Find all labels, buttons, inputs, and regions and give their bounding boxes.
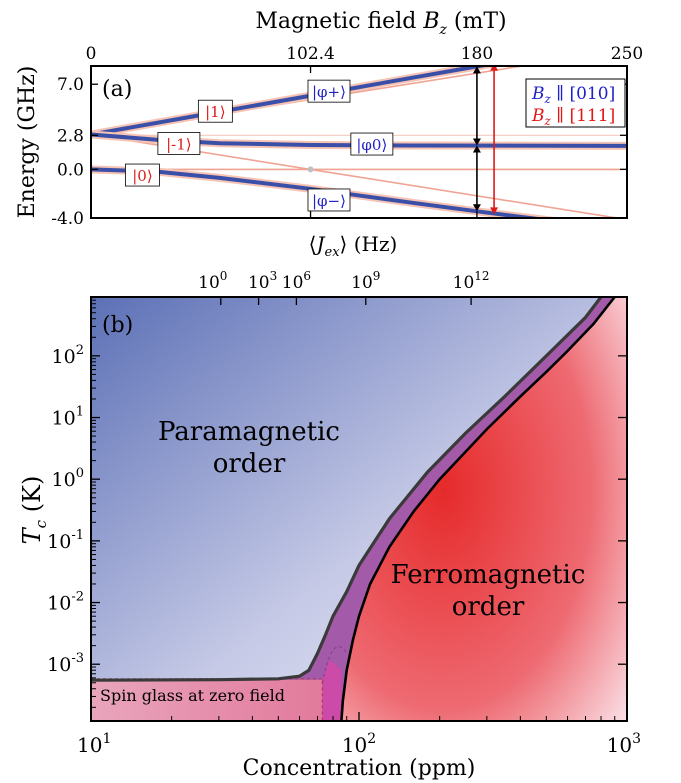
- state-label-zero: |0⟩: [132, 167, 152, 185]
- state-label-phi-plus: |φ+⟩: [312, 83, 346, 101]
- state-label-phi-minus-box: [307, 188, 351, 212]
- panel-b-frame: [90, 296, 628, 722]
- transition-arrow-head-1: [472, 138, 481, 146]
- panel-b-y-tick-label: 102: [52, 343, 84, 368]
- panel-b-top-tick-label: 1012: [453, 269, 490, 293]
- panel-a-label: (a): [102, 77, 132, 102]
- crossing-point: [307, 166, 314, 173]
- panel-a-y-tick-label: 0.0: [57, 160, 84, 180]
- panel-b-phase-diagram: ⟨Jex⟩ (Hz) 101 102 103 10-3 10-2 10-1 100 101 10…: [18, 232, 641, 781]
- panel-b-x-tick-label: 103: [607, 731, 641, 757]
- ferromagnetic-boundary-line: [340, 297, 616, 721]
- region-ferromagnetic: [341, 297, 627, 721]
- paramagnetic-label-line1: Paramagnetic: [158, 417, 340, 447]
- panel-b-y-tick-label: 101: [52, 405, 84, 430]
- panel-b-x-tick-label: 101: [77, 731, 111, 757]
- panel-a-frame: [90, 65, 628, 219]
- panel-b-top-tick-label: 109: [351, 269, 380, 293]
- panel-b-top-tick-label: 103: [248, 269, 277, 293]
- panel-a-legend: Bz ∥ [010] Bz ∥ [111]: [525, 78, 626, 128]
- transition-arrow-tail-0: [472, 145, 481, 153]
- series-line-2: [91, 167, 547, 218]
- panel-a-x-tick-label: 0: [86, 44, 97, 64]
- panel-a-y-axis-title: Energy (GHz): [15, 66, 40, 219]
- series-halo-2: [91, 165, 563, 218]
- ferromagnetic-label-line2: order: [452, 592, 525, 622]
- panel-b-y-tick-label: 10-1: [47, 528, 84, 553]
- transition-arrow-head-0: [472, 204, 481, 212]
- panel-b-y-tick-label: 100: [52, 466, 84, 491]
- panel-b-x-axis-title: Concentration (ppm): [243, 756, 476, 781]
- panel-a-x-tick-label: 250: [611, 44, 643, 64]
- panel-a-energy-levels: Magnetic field Bz (mT) Energy (GHz) 0 102…: [15, 9, 643, 229]
- panel-b-top-axis-title: ⟨Jex⟩ (Hz): [309, 232, 398, 260]
- state-label-phi-zero: |φ0⟩: [356, 136, 387, 154]
- transition-arrow-head-2: [490, 207, 499, 215]
- panel-b-y-tick-label: 10-3: [47, 651, 84, 676]
- paramagnetic-boundary-line: [91, 297, 603, 682]
- state-label-phi-minus: |φ−⟩: [312, 192, 346, 210]
- panel-a-y-tick-label: 7.0: [57, 75, 84, 95]
- legend-entry-111: Bz ∥ [111]: [531, 106, 615, 128]
- transition-arrow-tail-2: [490, 66, 499, 71]
- ferromagnetic-label-line1: Ferromagnetic: [391, 560, 586, 590]
- panel-b-y-axis-title: Tc (K): [18, 476, 50, 545]
- region-glass-wedge: [322, 659, 342, 721]
- panel-b-top-tick-label: 106: [282, 269, 311, 293]
- spin-glass-boundary: [91, 678, 323, 721]
- panel-a-y-tick-label: -4.0: [51, 209, 84, 229]
- legend-box: [525, 78, 626, 128]
- panel-a-x-tick-label: 102.4: [286, 44, 335, 64]
- series-line-1: [91, 132, 627, 148]
- state-label-plus-one-box: [197, 99, 233, 123]
- region-spin-glass: [91, 679, 323, 721]
- panel-b-x-tick-label: 102: [342, 731, 376, 757]
- legend-entry-010: Bz ∥ [010]: [531, 84, 615, 106]
- paramagnetic-label-line2: order: [213, 449, 286, 479]
- panel-a-y-tick-label: 2.8: [57, 126, 84, 146]
- state-label-phi-zero-box: [350, 132, 394, 156]
- panel-b-label: (b): [102, 313, 133, 338]
- series-line-0: [91, 66, 491, 137]
- state-label-minus-one-box: [157, 132, 201, 155]
- panel-a-x-tick-label: 180: [461, 44, 493, 64]
- state-label-plus-one: |1⟩: [205, 103, 225, 121]
- state-label-minus-one: |-1⟩: [166, 135, 192, 153]
- panel-b-y-tick-label: 10-2: [47, 590, 84, 615]
- panel-a-top-axis-title: Magnetic field Bz (mT): [255, 9, 506, 38]
- panel-b-top-tick-label: 100: [198, 269, 227, 293]
- state-label-phi-plus-box: [307, 79, 351, 103]
- spin-glass-dome: [321, 646, 348, 683]
- spin-glass-label: Spin glass at zero field: [100, 686, 285, 705]
- state-label-zero-box: [125, 163, 160, 187]
